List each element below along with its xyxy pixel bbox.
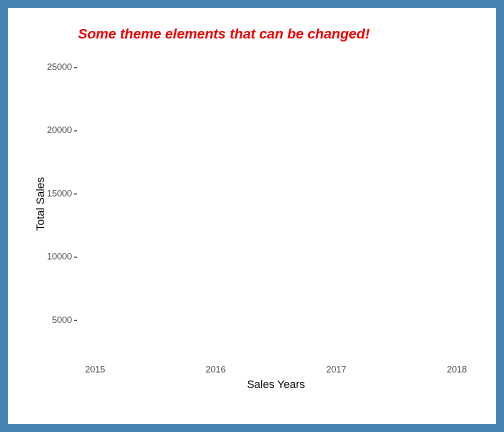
y-tick-label: 15000 bbox=[47, 188, 72, 198]
y-tick-label: 10000 bbox=[47, 252, 72, 262]
x-tick-label: 2016 bbox=[206, 364, 226, 374]
y-tick-label: 5000 bbox=[52, 315, 72, 325]
x-axis-title: Sales Years bbox=[247, 379, 306, 391]
x-tick-label: 2018 bbox=[447, 364, 467, 374]
x-tick-label: 2015 bbox=[85, 364, 105, 374]
y-tick-label: 20000 bbox=[47, 125, 72, 135]
y-tick-label: 25000 bbox=[47, 62, 72, 72]
y-axis-title: Total Sales bbox=[35, 177, 47, 231]
chart-title: Some theme elements that can be changed! bbox=[78, 26, 370, 42]
x-tick-label: 2017 bbox=[326, 364, 346, 374]
